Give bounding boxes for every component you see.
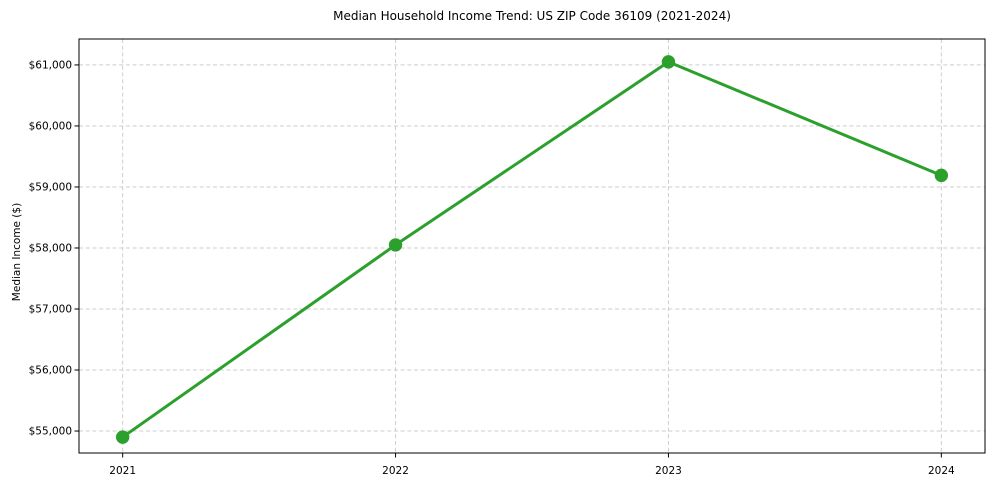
y-tick-label: $60,000: [29, 120, 72, 132]
axes-spines: [78, 38, 986, 454]
y-tick-label: $55,000: [29, 426, 72, 438]
x-tick-label: 2023: [655, 465, 682, 477]
x-tick-label: 2021: [109, 465, 136, 477]
x-tick-label: 2024: [928, 465, 955, 477]
x-tick-label: 2022: [382, 465, 409, 477]
data-point: [661, 55, 676, 69]
data-point: [115, 430, 130, 444]
y-tick-label: $56,000: [29, 365, 72, 377]
y-tick-label: $58,000: [29, 242, 72, 254]
y-tick-label: $57,000: [29, 304, 72, 316]
data-point: [388, 238, 403, 252]
y-tick-label: $61,000: [29, 59, 72, 71]
data-point: [934, 168, 949, 183]
data-line: [121, 60, 943, 439]
y-tick-label: $59,000: [29, 181, 72, 193]
chart-title: Median Household Income Trend: US ZIP Co…: [333, 9, 731, 23]
